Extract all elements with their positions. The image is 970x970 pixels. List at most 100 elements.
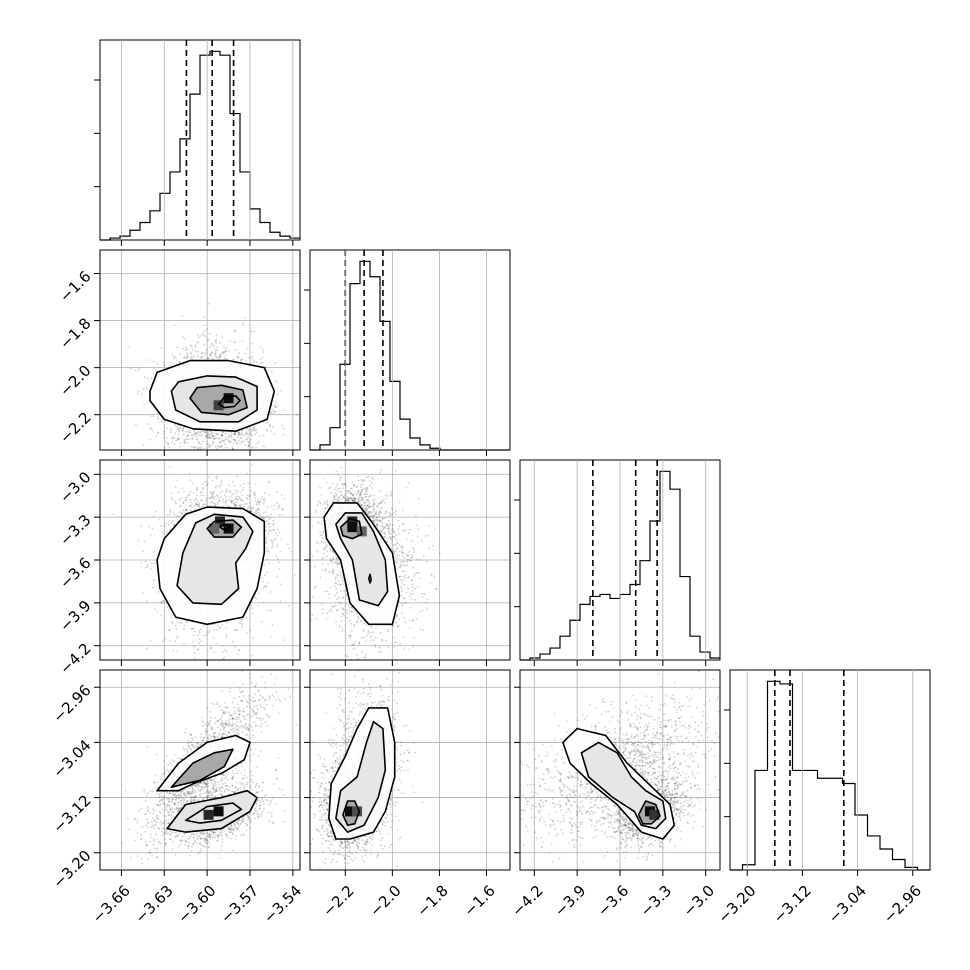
sample-point [202,447,205,450]
sample-point [209,458,211,460]
sample-point [246,439,249,441]
sample-point [239,506,242,509]
sample-point [253,330,256,333]
sample-point [250,510,253,513]
sample-point [277,507,279,510]
sample-point [211,434,214,437]
sample-point [212,441,215,444]
sample-point [230,440,233,443]
sample-point [209,437,212,440]
sample-point [204,500,207,503]
sample-point [149,640,152,642]
sample-point [266,539,268,541]
sample-point [185,499,188,502]
sample-point [260,456,262,458]
sample-point [173,324,176,326]
sample-point [254,494,257,496]
sample-point [150,427,153,430]
sample-point [163,637,166,640]
sample-point [175,628,178,631]
sample-point [202,494,205,497]
sample-point [228,484,231,487]
sample-point [225,489,228,492]
sample-point [203,352,206,354]
sample-point [174,500,177,503]
sample-point [262,445,265,448]
sample-point [265,586,267,588]
sample-point [237,434,240,437]
sample-point [196,342,199,344]
sample-point [142,550,145,553]
sample-point [224,432,227,435]
sample-point [192,634,195,637]
sample-point [177,515,180,518]
sample-point [208,302,211,305]
sample-point [198,638,201,641]
sample-point [210,430,213,433]
sample-point [215,475,218,478]
sample-point [267,533,269,535]
sample-point [249,502,252,504]
sample-point [220,440,223,443]
sample-point [190,356,192,359]
sample-point [171,455,173,457]
sample-point [213,438,215,440]
sample-point [172,649,175,652]
sample-point [189,453,191,455]
sample-point [237,431,239,433]
sample-point [197,431,200,433]
sample-point [272,523,275,526]
sample-point [241,440,243,443]
sample-point [271,541,274,544]
sample-point [168,446,171,449]
sample-point [170,491,173,494]
sample-point [269,411,272,414]
sample-point [225,491,227,493]
sample-point [199,491,202,494]
sample-point [238,649,240,651]
sample-point [201,333,204,335]
sample-point [325,608,327,610]
sample-point [211,492,214,495]
sample-point [268,493,271,496]
sample-point [173,357,175,360]
sample-point [223,440,226,442]
sample-point [189,498,192,501]
sample-point [250,604,252,607]
sample-point [190,445,193,448]
sample-point [231,445,234,448]
sample-point [283,409,286,411]
sample-point [209,353,212,355]
sample-point [241,429,244,431]
sample-point [194,446,197,449]
sample-point [191,627,194,630]
sample-point [171,354,174,357]
sample-point [211,352,213,354]
sample-point [218,464,220,466]
sample-point [248,441,250,444]
sample-point [151,429,154,432]
sample-point [226,621,229,624]
sample-point [203,324,206,327]
sample-point [214,505,217,507]
sample-point [213,437,216,440]
sample-point [214,353,217,356]
sample-point [242,489,244,492]
sample-point [246,436,249,439]
sample-point [238,432,241,434]
sample-point [275,490,278,493]
panel-frame [99,39,301,241]
sample-point [200,499,203,502]
sample-point [219,441,222,444]
sample-point [190,431,192,434]
sample-point [254,596,256,599]
sample-point [210,497,213,499]
sample-point [174,356,176,358]
sample-point [276,545,278,548]
sample-point [233,330,236,333]
sample-point [165,522,168,525]
sample-point [156,369,159,372]
sample-point [269,430,272,433]
sample-point [223,494,226,496]
sample-point [267,422,269,424]
